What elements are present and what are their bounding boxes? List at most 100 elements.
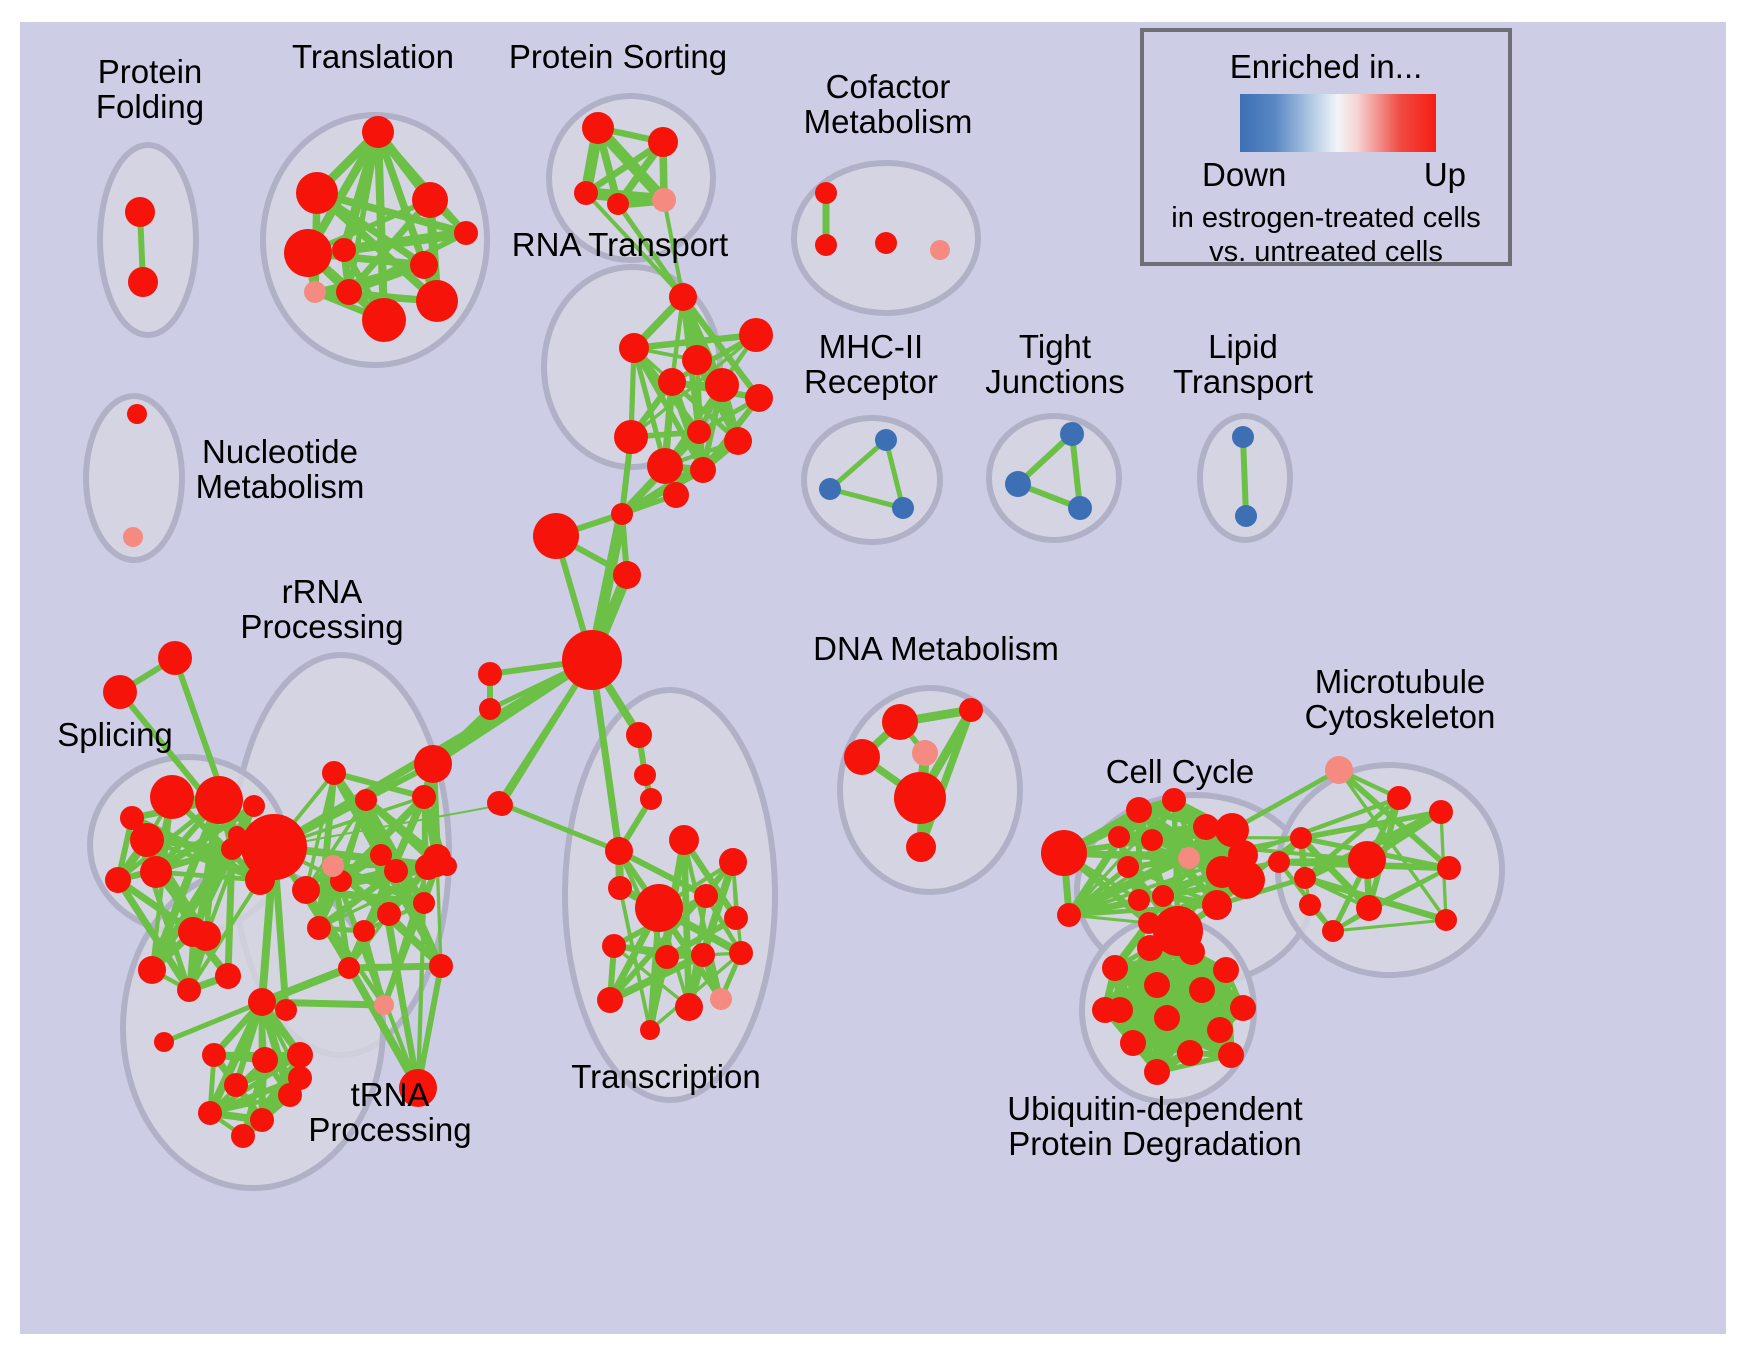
- gene-set-node: [355, 789, 377, 811]
- edge: [313, 189, 470, 237]
- gene-set-node: [1299, 894, 1321, 916]
- gene-set-node: [1154, 1005, 1180, 1031]
- edge: [224, 845, 236, 980]
- edge: [1331, 918, 1448, 933]
- gene-set-node: [307, 916, 331, 940]
- gene-set-node: [429, 954, 453, 978]
- edge: [1229, 767, 1342, 833]
- gene-set-node: [138, 956, 166, 984]
- cluster-label-nucleotide-metab: Nucleotide Metabolism: [195, 433, 365, 505]
- edge: [615, 201, 686, 300]
- edge: [1240, 795, 1402, 858]
- gene-set-node: [875, 429, 897, 451]
- gene-set-node: [1137, 935, 1163, 961]
- gene-set-node: [1232, 426, 1254, 448]
- gene-set-node: [613, 561, 641, 589]
- gene-set-node: [705, 368, 739, 402]
- gene-set-node: [287, 1042, 313, 1068]
- gene-set-node: [336, 279, 362, 305]
- gene-set-node: [1144, 972, 1170, 998]
- gene-set-node: [322, 855, 344, 877]
- cluster-label-translation: Translation: [291, 38, 455, 75]
- edge: [1067, 913, 1151, 925]
- gene-set-node: [614, 420, 648, 454]
- edge: [648, 951, 743, 1032]
- edge: [207, 1052, 303, 1116]
- edge: [827, 486, 906, 511]
- gene-set-node: [1117, 856, 1139, 878]
- gene-set-node: [574, 181, 598, 205]
- gene-set-node: [1068, 496, 1092, 520]
- gene-set-node: [1235, 505, 1257, 527]
- gene-set-node: [635, 884, 683, 932]
- edge: [339, 228, 471, 255]
- edge: [330, 863, 421, 1091]
- gene-set-node: [605, 837, 633, 865]
- cluster-label-splicing: Splicing: [57, 716, 173, 753]
- gene-set-node: [1437, 856, 1461, 880]
- edge: [273, 804, 503, 848]
- cluster-label-microtubule: Microtubule Cytoskeleton: [1304, 663, 1496, 735]
- gene-set-node: [1322, 920, 1344, 942]
- gene-set-node: [130, 823, 164, 857]
- gene-set-node: [719, 848, 747, 876]
- gene-set-node: [710, 988, 732, 1010]
- cluster-label-dna-metabolism: DNA Metabolism: [813, 630, 1059, 667]
- gene-set-node: [374, 995, 394, 1015]
- legend-up-label: Up: [1423, 156, 1466, 193]
- gene-set-node: [202, 1043, 226, 1067]
- gene-set-node: [1152, 885, 1174, 907]
- gene-set-node: [1162, 788, 1186, 812]
- gene-set-node: [231, 1124, 255, 1148]
- gene-set-node: [648, 127, 678, 157]
- gene-set-node: [304, 281, 326, 303]
- gene-set-node: [1108, 826, 1130, 848]
- gene-set-node: [292, 876, 320, 904]
- gene-set-node: [103, 675, 137, 709]
- gene-set-node: [1193, 814, 1219, 840]
- gene-set-node: [675, 993, 703, 1021]
- gene-set-node: [819, 478, 841, 500]
- gene-set-node: [127, 404, 147, 424]
- gene-set-node: [652, 188, 676, 212]
- gene-set-node: [1215, 813, 1249, 847]
- gene-set-node: [248, 988, 276, 1016]
- gene-set-node: [640, 1020, 660, 1040]
- gene-set-node: [412, 182, 448, 218]
- edge: [1149, 837, 1370, 863]
- gene-set-node: [228, 826, 246, 844]
- gene-set-node: [1179, 939, 1205, 965]
- nodes: [103, 112, 1461, 1148]
- gene-set-node: [128, 267, 158, 297]
- gene-set-node: [362, 116, 394, 148]
- gene-set-node: [729, 941, 753, 965]
- gene-set-node: [158, 641, 192, 675]
- gene-set-node: [930, 240, 950, 260]
- gene-set-node: [1005, 471, 1031, 497]
- gene-set-node: [1435, 909, 1457, 931]
- edge: [584, 191, 685, 299]
- gene-set-node: [562, 630, 622, 690]
- gene-set-node: [691, 943, 715, 967]
- gene-set-node: [1141, 829, 1163, 851]
- edge: [114, 876, 193, 994]
- edge: [582, 138, 667, 197]
- edge: [883, 437, 906, 511]
- edge: [630, 331, 760, 352]
- gene-set-node: [597, 987, 623, 1013]
- gene-set-node: [611, 503, 633, 525]
- edge: [607, 859, 736, 1003]
- cluster-label-protein-sorting: Protein Sorting: [508, 38, 728, 75]
- gene-set-node: [1189, 977, 1215, 1003]
- edge: [114, 845, 236, 884]
- edge: [917, 706, 975, 851]
- edge: [606, 951, 707, 1004]
- gene-set-node: [669, 283, 697, 311]
- edge: [147, 795, 224, 975]
- cluster-label-rrna-processing: rRNA Processing: [240, 573, 404, 645]
- gene-set-node: [844, 739, 880, 775]
- edge: [679, 293, 763, 402]
- gene-set-node: [487, 791, 511, 815]
- gene-set-node: [150, 775, 194, 819]
- gene-set-node: [353, 920, 375, 942]
